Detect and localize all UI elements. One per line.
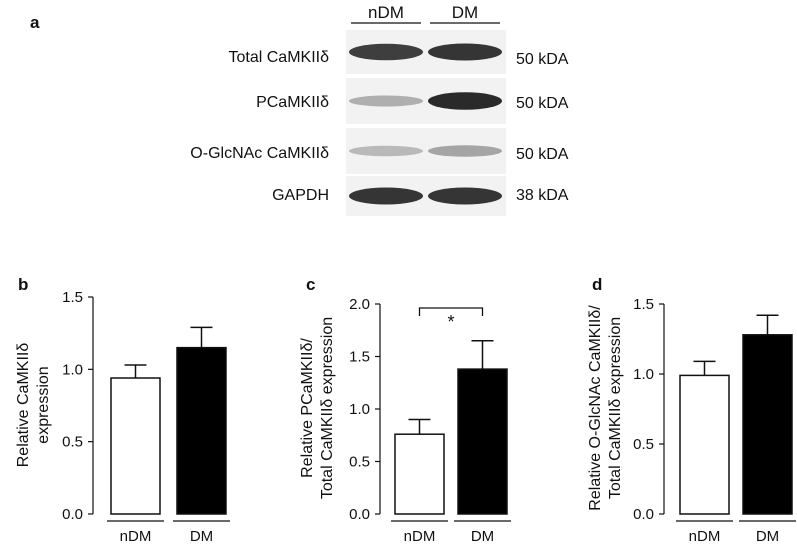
y-tick-label: 1.5 — [633, 296, 654, 313]
blot-band — [349, 95, 423, 107]
panel-label-c: c — [306, 275, 315, 294]
blot-kda-label: 50 kDA — [516, 95, 569, 112]
y-tick-label: 1.0 — [62, 361, 83, 378]
y-axis-label-line: expression — [35, 366, 52, 443]
blot-band — [428, 145, 502, 157]
significance-marker: * — [447, 312, 454, 332]
blot-row: PCaMKIIδ 50 kDA — [256, 78, 569, 124]
bar-dm — [176, 346, 227, 515]
blot-kda-label: 50 kDA — [516, 51, 569, 68]
y-axis-label: Relative PCaMKIIδ/Total CaMKIIδ expressi… — [299, 317, 336, 499]
y-axis-label-line: Total CaMKIIδ expression — [319, 317, 336, 499]
blot-panel: a nDM DM Total CaMKIIδ 50 kDA PCaMKIIδ 50 kD… — [30, 3, 569, 216]
panel-label-d: d — [592, 275, 602, 294]
bar-chart-c: 0.0 0.5 1.0 1.5 2.0 Relative PCaMKIIδ/Total C… — [299, 296, 511, 545]
blot-row-label: GAPDH — [272, 187, 329, 204]
y-axis-label-line: Relative CaMKIIδ — [15, 343, 32, 468]
bar-dm — [457, 368, 508, 515]
x-category-label: nDM — [404, 528, 436, 545]
x-category-label: nDM — [120, 528, 152, 545]
blot-row-label: Total CaMKIIδ — [229, 49, 330, 66]
blot-band — [428, 92, 502, 110]
blot-row-label: PCaMKIIδ — [256, 94, 329, 111]
blot-kda-label: 38 kDA — [516, 187, 569, 204]
y-axis-label: Relative O-GlcNAc CaMKIIδ/Total CaMKIIδ … — [587, 305, 624, 511]
y-axis-label-line: Total CaMKIIδ expression — [607, 317, 624, 499]
y-tick-label: 0.5 — [633, 436, 654, 453]
blot-band — [428, 43, 502, 61]
y-tick-label: 1.5 — [62, 289, 83, 306]
blot-lane-label: DM — [452, 3, 478, 22]
blot-band — [349, 43, 423, 61]
x-category-label: nDM — [689, 528, 721, 545]
significance-bracket — [418, 307, 484, 316]
y-tick-label: 1.5 — [349, 349, 370, 366]
blot-band — [428, 187, 502, 205]
bar-dm — [742, 334, 793, 515]
bar-ndm — [679, 374, 730, 515]
blot-row-label: O-GlcNAc CaMKIIδ — [190, 145, 329, 162]
y-tick-label: 0.5 — [62, 434, 83, 451]
blot-row: GAPDH 38 kDA — [272, 176, 569, 216]
bar-ndm — [110, 377, 161, 515]
x-category-label: DM — [471, 528, 494, 545]
bar-chart-b: 0.0 0.5 1.0 1.5 Relative CaMKIIδ expression nD… — [15, 289, 230, 545]
y-tick-label: 1.0 — [349, 401, 370, 418]
bar-chart-d: 0.0 0.5 1.0 1.5 Relative O-GlcNAc CaMKIIδ/To… — [587, 296, 796, 545]
y-axis-label-line: Relative O-GlcNAc CaMKIIδ/ — [587, 305, 604, 511]
x-category-label: DM — [190, 528, 213, 545]
blot-row: O-GlcNAc CaMKIIδ 50 kDA — [190, 128, 569, 174]
y-tick-label: 0.5 — [349, 454, 370, 471]
panel-label-b: b — [18, 275, 28, 294]
y-tick-label: 2.0 — [349, 296, 370, 313]
y-tick-label: 1.0 — [633, 366, 654, 383]
y-axis-label-line: Relative PCaMKIIδ/ — [299, 338, 316, 478]
y-tick-label: 0.0 — [62, 506, 83, 523]
blot-lane-label: nDM — [368, 3, 404, 22]
blot-band — [349, 187, 423, 205]
blot-lane-header: nDM DM — [351, 3, 500, 24]
bar-ndm — [394, 433, 445, 515]
y-axis-label: Relative CaMKIIδ expression — [15, 343, 52, 468]
blot-band — [349, 145, 423, 157]
blot-row: Total CaMKIIδ 50 kDA — [229, 30, 569, 74]
blot-kda-label: 50 kDA — [516, 146, 569, 163]
y-tick-label: 0.0 — [633, 506, 654, 523]
x-category-label: DM — [756, 528, 779, 545]
y-tick-label: 0.0 — [349, 506, 370, 523]
panel-label-a: a — [30, 13, 40, 32]
